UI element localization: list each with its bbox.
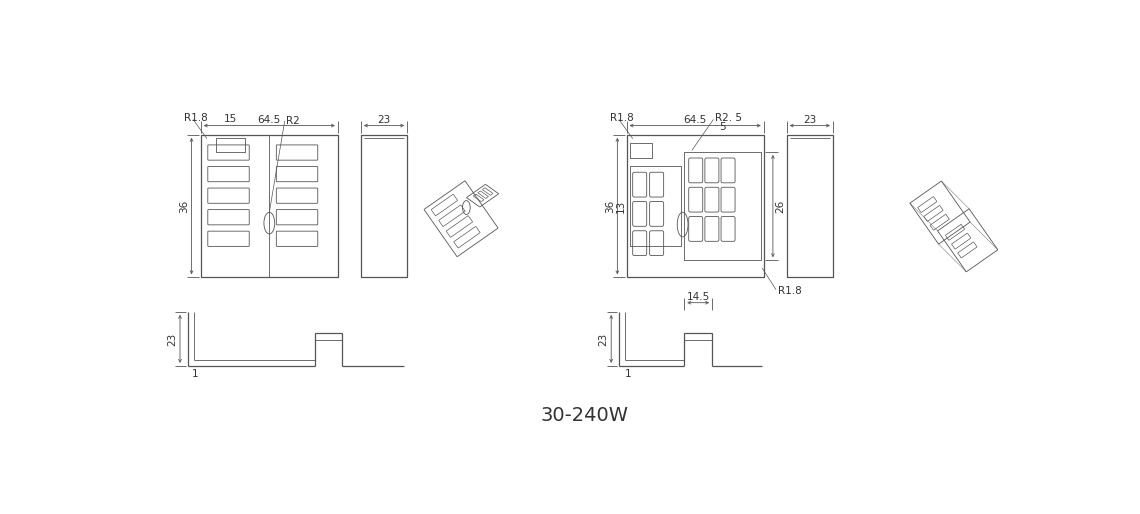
Text: 1: 1: [192, 369, 198, 378]
Text: R2. 5: R2. 5: [715, 113, 742, 123]
Text: 23: 23: [804, 115, 816, 125]
Text: R2: R2: [286, 116, 300, 126]
Text: 23: 23: [168, 332, 178, 345]
Text: 30-240W: 30-240W: [540, 406, 628, 425]
Text: 15: 15: [225, 115, 237, 124]
Text: 1: 1: [625, 369, 632, 378]
Text: 36: 36: [604, 199, 614, 213]
Text: 14.5: 14.5: [686, 292, 710, 302]
Text: R1.8: R1.8: [610, 113, 634, 123]
Text: 36: 36: [179, 199, 189, 213]
Text: R1.8: R1.8: [184, 113, 207, 123]
Text: 23: 23: [598, 332, 609, 345]
Text: 13: 13: [616, 199, 626, 213]
Text: 23: 23: [377, 115, 391, 125]
Text: 64.5: 64.5: [258, 115, 280, 125]
Text: 64.5: 64.5: [684, 115, 707, 125]
Text: R1.8: R1.8: [777, 286, 801, 296]
Text: 5: 5: [719, 122, 726, 132]
Text: 26: 26: [775, 199, 785, 213]
